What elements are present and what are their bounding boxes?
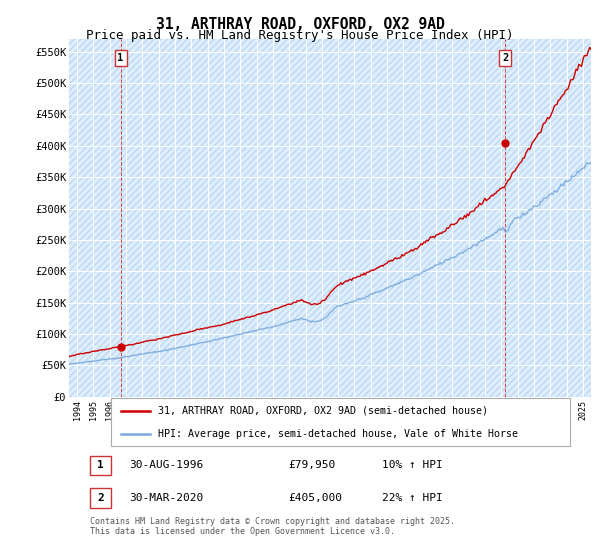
Text: £79,950: £79,950 — [288, 460, 335, 470]
Text: 22% ↑ HPI: 22% ↑ HPI — [382, 493, 443, 503]
Text: 30-AUG-1996: 30-AUG-1996 — [129, 460, 203, 470]
FancyBboxPatch shape — [90, 488, 111, 508]
FancyBboxPatch shape — [111, 398, 570, 446]
Text: HPI: Average price, semi-detached house, Vale of White Horse: HPI: Average price, semi-detached house,… — [158, 429, 518, 439]
Bar — [69, 39, 591, 397]
Text: £405,000: £405,000 — [288, 493, 342, 503]
Text: 31, ARTHRAY ROAD, OXFORD, OX2 9AD (semi-detached house): 31, ARTHRAY ROAD, OXFORD, OX2 9AD (semi-… — [158, 406, 488, 416]
Text: 31, ARTHRAY ROAD, OXFORD, OX2 9AD: 31, ARTHRAY ROAD, OXFORD, OX2 9AD — [155, 17, 445, 32]
Text: 2: 2 — [97, 493, 104, 503]
Text: 30-MAR-2020: 30-MAR-2020 — [129, 493, 203, 503]
FancyBboxPatch shape — [90, 456, 111, 475]
Text: 1: 1 — [97, 460, 104, 470]
Text: Contains HM Land Registry data © Crown copyright and database right 2025.
This d: Contains HM Land Registry data © Crown c… — [90, 517, 455, 536]
Text: Price paid vs. HM Land Registry's House Price Index (HPI): Price paid vs. HM Land Registry's House … — [86, 29, 514, 42]
Text: 2: 2 — [502, 53, 508, 63]
Text: 10% ↑ HPI: 10% ↑ HPI — [382, 460, 443, 470]
Text: 1: 1 — [118, 53, 124, 63]
